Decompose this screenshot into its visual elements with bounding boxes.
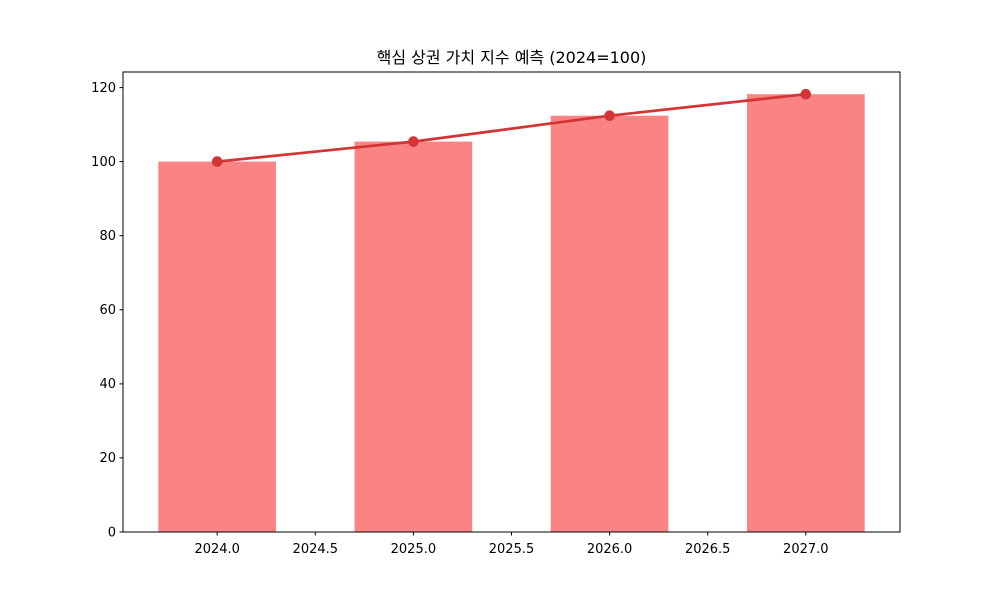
- data-point-marker: [800, 88, 812, 100]
- x-tick-label: 2026.5: [685, 542, 731, 557]
- x-tick-label: 2025.0: [391, 542, 437, 557]
- y-tick-label: 40: [99, 377, 116, 392]
- y-tick-label: 60: [99, 303, 116, 318]
- y-tick-label: 100: [91, 155, 116, 170]
- data-point-marker: [604, 110, 615, 121]
- data-point-marker: [211, 156, 223, 167]
- x-tick-label: 2027.0: [783, 542, 829, 557]
- plot-border: [122, 71, 901, 533]
- x-tick-label: 2026.0: [587, 542, 633, 557]
- y-tick-label: 120: [91, 81, 116, 96]
- bar: [354, 141, 473, 532]
- bar: [550, 115, 669, 532]
- chart-title: 핵심 상권 가치 지수 예측 (2024=100): [377, 48, 647, 67]
- trend-line: [215, 92, 808, 163]
- data-point-marker: [408, 136, 419, 147]
- bar: [158, 161, 276, 532]
- x-tick-label: 2024.5: [293, 542, 339, 557]
- y-tick-label: 20: [99, 451, 116, 466]
- y-tick-label: 0: [108, 525, 116, 540]
- x-tick-label: 2025.5: [489, 542, 535, 557]
- bar: [747, 94, 865, 532]
- x-tick-label: 2024.0: [194, 542, 240, 557]
- y-tick-label: 80: [99, 229, 116, 244]
